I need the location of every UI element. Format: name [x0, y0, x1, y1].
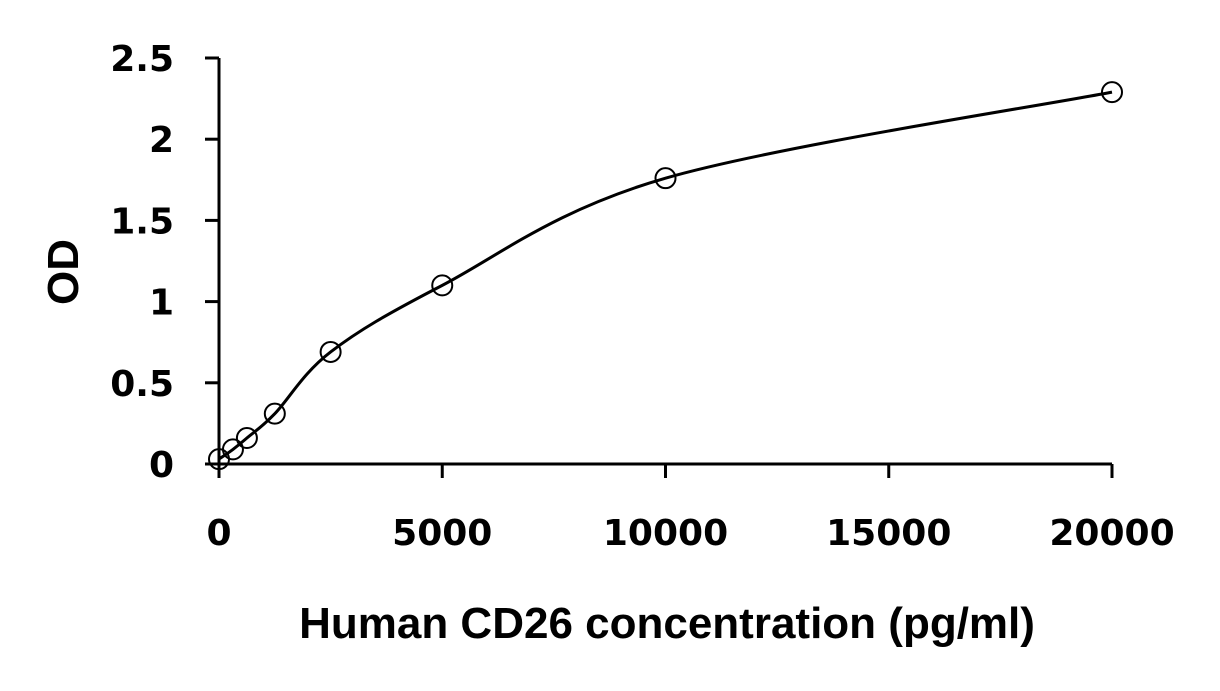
x-tick-label: 0	[206, 513, 231, 554]
y-tick-label: 1.5	[110, 201, 174, 242]
x-tick-label: 10000	[603, 513, 728, 554]
fit-curve	[218, 90, 1113, 461]
y-tick-label: 1	[149, 283, 174, 324]
data-points	[208, 81, 1123, 471]
x-axis-title: Human CD26 concentration (pg/ml)	[299, 599, 1035, 648]
data-point	[1101, 81, 1123, 104]
y-ticks: 0 0.5 1 1.5 2 2.5	[110, 39, 219, 486]
axes	[217, 58, 1112, 466]
data-point	[319, 340, 342, 363]
x-tick-label: 20000	[1049, 513, 1174, 554]
x-ticks: 0 5000 10000 15000 20000	[206, 464, 1175, 554]
x-tick-label: 15000	[826, 513, 951, 554]
y-tick-label: 0	[149, 445, 174, 486]
y-tick-label: 2	[149, 120, 174, 161]
x-tick-label: 5000	[392, 513, 492, 554]
data-point	[221, 438, 244, 461]
data-point	[431, 274, 454, 297]
y-tick-label: 2.5	[110, 39, 174, 80]
data-point	[235, 427, 258, 450]
y-axis-title: OD	[39, 239, 88, 305]
data-point	[654, 167, 677, 190]
y-tick-label: 0.5	[110, 364, 174, 405]
data-point	[263, 402, 286, 425]
